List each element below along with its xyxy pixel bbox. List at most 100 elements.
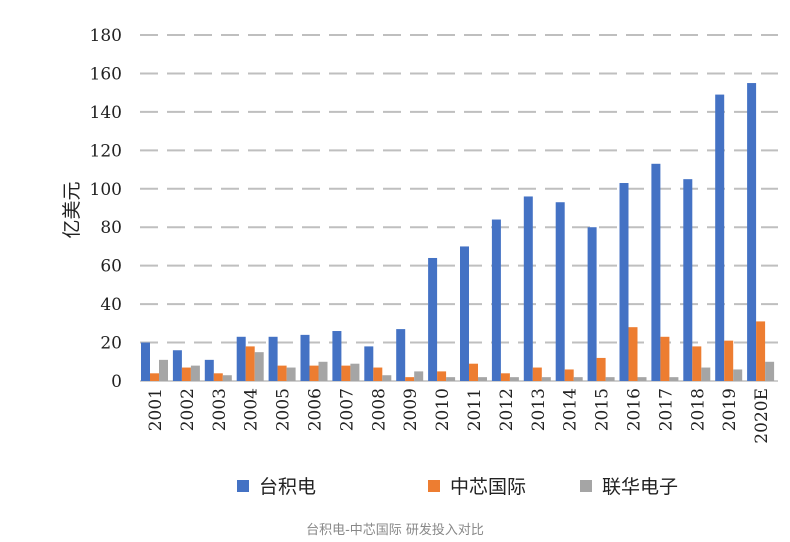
x-tick-label: 2008 [369,388,389,431]
bar-smic [692,346,702,381]
bar-tsmc [332,331,342,381]
bar-smic [245,346,255,381]
bar-smic [341,365,351,381]
bar-tsmc [172,350,182,381]
legend-swatch [428,480,440,492]
x-tick-label: 2010 [433,388,453,431]
bar-umc [254,352,264,381]
bar-smic [277,365,287,381]
bar-umc [318,361,328,381]
bar-umc [637,377,647,381]
x-tick-label: 2014 [561,388,581,431]
bar-umc [701,367,711,381]
bar-tsmc [747,83,757,382]
x-tick-label: 2013 [529,388,549,431]
bar-tsmc [555,202,565,381]
bar-umc [733,369,743,381]
x-tick-label: 2009 [401,388,421,431]
y-tick-label: 180 [90,26,122,46]
bar-smic [596,357,606,381]
legend-swatch [237,480,249,492]
x-tick-label: 2001 [146,388,166,431]
y-tick-label: 100 [90,180,122,200]
bar-umc [541,377,551,381]
bar-smic [532,367,542,381]
bar-umc [446,377,456,381]
bar-smic [181,367,191,381]
bar-umc [286,367,296,381]
legend-swatch [580,480,592,492]
gridlines [140,34,778,382]
x-tick-label: 2005 [274,388,294,431]
bar-umc [222,375,232,381]
bar-smic [373,367,383,381]
figure-caption: 台积电-中芯国际 研发投入对比 [306,523,484,538]
bar-tsmc [651,163,661,381]
legend-label: 台积电 [259,476,316,498]
bar-smic [309,365,319,381]
bar-umc [669,377,679,381]
bar-smic [469,363,478,381]
y-axis: 0 20 40 60 80 100 120 140 160 180 [90,26,122,392]
x-tick-label: 2019 [720,388,740,431]
y-tick-label: 140 [90,103,122,123]
bar-smic [150,373,159,381]
legend: 台积电 中芯国际 联华电子 [237,476,678,498]
bar-tsmc [460,246,469,381]
x-tick-label: 2007 [337,388,357,431]
bar-smic [628,327,638,381]
legend-label: 中芯国际 [450,476,526,498]
bar-smic [564,369,574,381]
bar-umc [382,375,392,381]
y-tick-label: 80 [100,218,122,238]
bar-smic [213,373,223,381]
bar-tsmc [364,346,374,381]
x-tick-label: 2012 [497,388,517,431]
bar-umc [478,377,487,381]
y-tick-label: 20 [100,334,122,354]
bar-tsmc [523,196,533,381]
y-tick-label: 0 [111,372,122,392]
bar-tsmc [491,219,501,381]
y-tick-label: 160 [90,64,122,84]
x-tick-label: 2004 [242,388,262,431]
bar-tsmc [619,183,629,381]
bar-umc [573,377,583,381]
bar-tsmc [683,179,693,381]
bar-tsmc [236,336,246,381]
bars [141,83,775,382]
bar-smic [756,321,766,381]
bar-smic [437,371,447,381]
bar-umc [509,377,519,381]
bar-umc [414,371,424,381]
bar-tsmc [268,336,278,381]
y-axis-label: 亿美元 [61,181,83,238]
bar-tsmc [396,329,406,381]
x-tick-label: 2006 [306,388,326,431]
x-tick-label: 2003 [210,388,230,431]
x-tick-label: 2002 [178,388,198,431]
x-axis: 2001 2002 2003 2004 2005 2006 2007 2008 2009 2010… [146,388,772,444]
bar-umc [350,363,360,381]
bar-tsmc [428,257,438,381]
bar-umc [765,361,775,381]
legend-label: 联华电子 [602,476,678,498]
y-tick-label: 40 [100,295,122,315]
x-tick-label: 2020E [752,388,772,444]
x-tick-label: 2016 [625,388,645,431]
bar-smic [724,340,734,381]
x-tick-label: 2017 [656,388,676,431]
y-tick-label: 120 [90,141,122,161]
bar-tsmc [715,94,725,381]
bar-smic [405,377,415,381]
x-tick-label: 2015 [593,388,613,431]
bar-tsmc [204,359,214,381]
y-tick-label: 60 [100,257,122,277]
x-tick-label: 2018 [688,388,708,431]
bar-smic [660,336,670,381]
bar-umc [190,365,200,381]
bar-umc [159,359,168,381]
x-tick-label: 2011 [465,388,485,431]
bar-tsmc [300,334,310,381]
